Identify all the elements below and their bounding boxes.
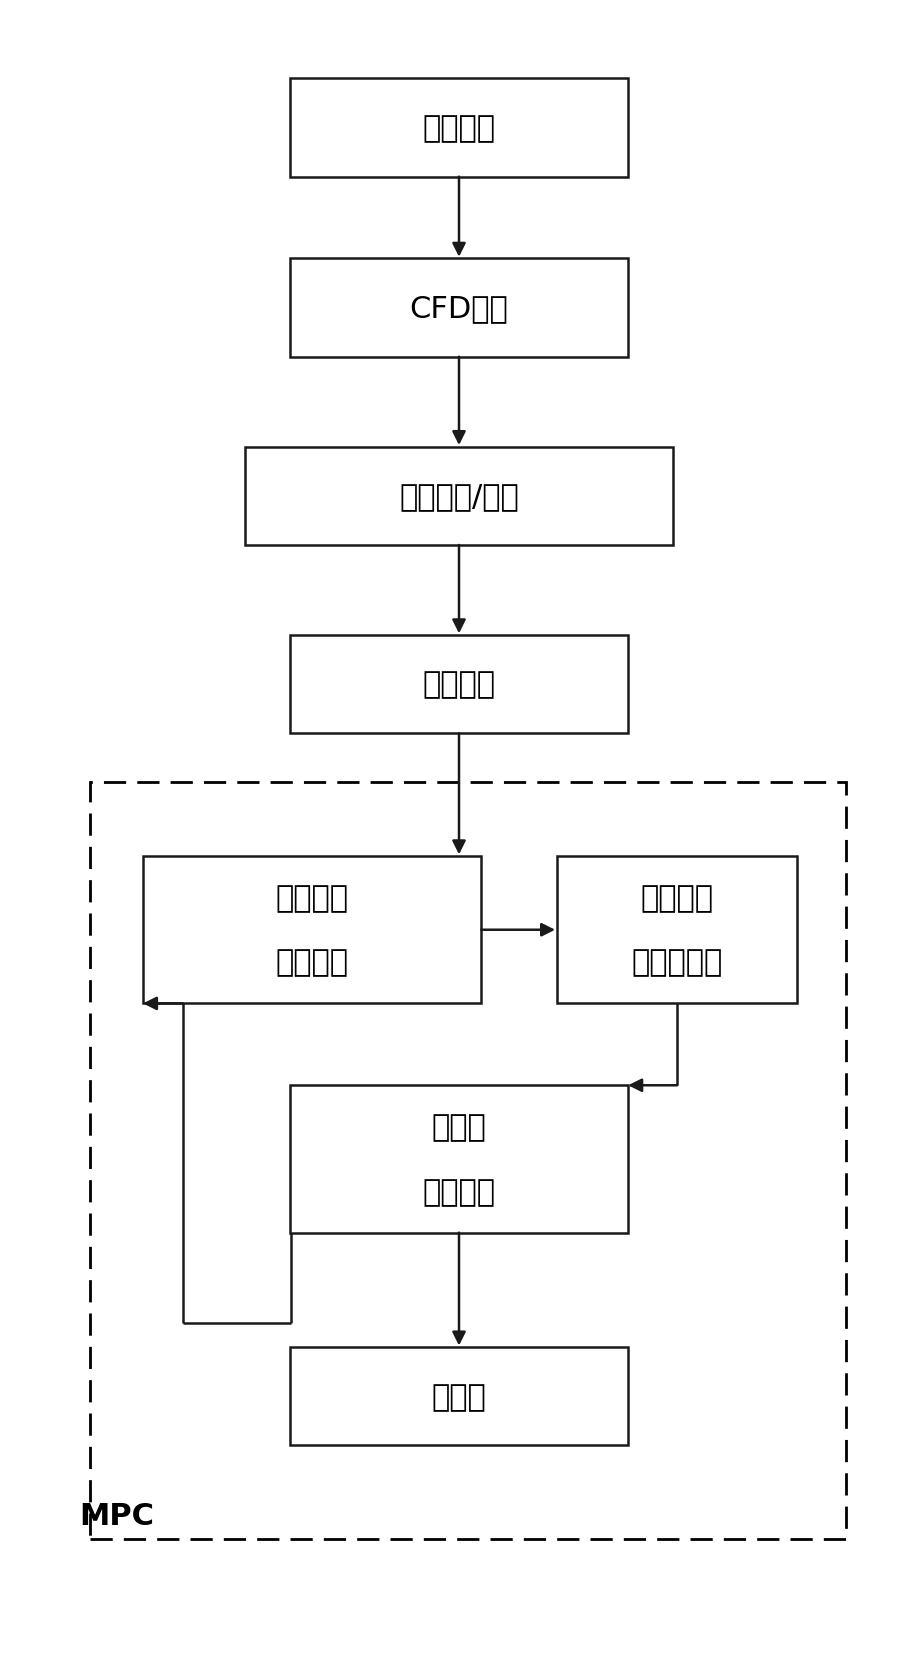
Text: 目标函数: 目标函数 — [641, 884, 713, 912]
Bar — [557, 857, 798, 1003]
Bar — [245, 448, 673, 546]
Text: 预测模型: 预测模型 — [275, 884, 349, 912]
Text: 模拟输入/输出: 模拟输入/输出 — [399, 483, 519, 511]
Text: 滚动优化: 滚动优化 — [422, 1176, 496, 1206]
Text: 传递函数: 传递函数 — [275, 948, 349, 977]
Bar — [290, 260, 628, 358]
Bar — [290, 80, 628, 178]
Bar — [90, 784, 846, 1539]
Bar — [290, 1348, 628, 1446]
Bar — [143, 857, 481, 1003]
Text: 边界条件: 边界条件 — [422, 113, 496, 143]
Text: 系统辨识: 系统辨识 — [422, 671, 496, 699]
Text: 控制量: 控制量 — [431, 1383, 487, 1411]
Text: CFD模型: CFD模型 — [409, 295, 509, 323]
Bar — [290, 636, 628, 734]
Text: MPC: MPC — [79, 1501, 153, 1531]
Bar — [290, 1085, 628, 1233]
Text: （带约束）: （带约束） — [632, 948, 722, 977]
Text: 控制器: 控制器 — [431, 1112, 487, 1142]
